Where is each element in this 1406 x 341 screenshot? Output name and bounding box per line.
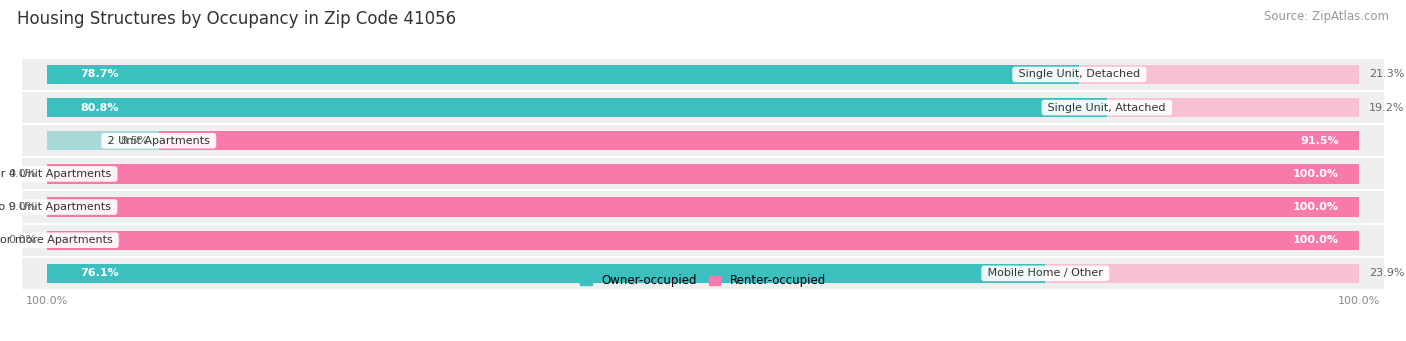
Bar [48,131,159,150]
Bar [1107,98,1358,117]
Text: 10 or more Apartments: 10 or more Apartments [0,235,115,245]
Text: 21.3%: 21.3% [1369,70,1405,79]
Legend: Owner-occupied, Renter-occupied: Owner-occupied, Renter-occupied [575,270,831,292]
Text: 0.0%: 0.0% [8,202,37,212]
Text: Single Unit, Detached: Single Unit, Detached [1015,70,1143,79]
Bar [1045,264,1358,283]
Bar [21,257,1385,290]
Bar [21,157,1385,191]
Text: Mobile Home / Other: Mobile Home / Other [984,268,1107,278]
Bar [21,58,1385,91]
Bar [21,191,1385,224]
Bar [48,264,1045,283]
Text: 80.8%: 80.8% [80,103,118,113]
Text: Housing Structures by Occupancy in Zip Code 41056: Housing Structures by Occupancy in Zip C… [17,10,456,28]
Text: 100.0%: 100.0% [1294,202,1339,212]
Text: 0.0%: 0.0% [8,235,37,245]
Text: 2 Unit Apartments: 2 Unit Apartments [104,136,214,146]
Text: 91.5%: 91.5% [1301,136,1339,146]
Bar [1080,65,1358,84]
Text: 8.5%: 8.5% [120,136,148,146]
Text: 5 to 9 Unit Apartments: 5 to 9 Unit Apartments [0,202,114,212]
Text: 78.7%: 78.7% [80,70,118,79]
Text: Source: ZipAtlas.com: Source: ZipAtlas.com [1264,10,1389,23]
Bar [48,164,1358,183]
Bar [21,224,1385,257]
Text: 23.9%: 23.9% [1369,268,1405,278]
Bar [159,131,1358,150]
Bar [48,98,1107,117]
Text: 3 or 4 Unit Apartments: 3 or 4 Unit Apartments [0,169,115,179]
Bar [48,231,1358,250]
Bar [48,197,1358,217]
Bar [48,65,1080,84]
Bar [21,91,1385,124]
Text: 0.0%: 0.0% [8,169,37,179]
Bar [21,124,1385,157]
Text: 100.0%: 100.0% [1294,235,1339,245]
Text: 100.0%: 100.0% [1294,169,1339,179]
Text: 19.2%: 19.2% [1369,103,1405,113]
Text: 76.1%: 76.1% [80,268,120,278]
Text: Single Unit, Attached: Single Unit, Attached [1045,103,1170,113]
